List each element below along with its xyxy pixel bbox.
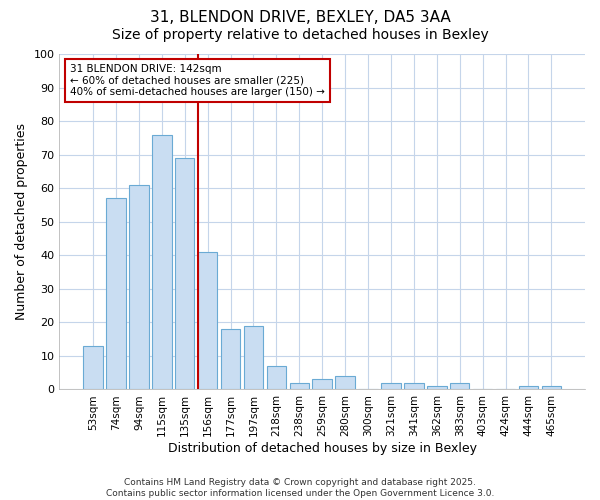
X-axis label: Distribution of detached houses by size in Bexley: Distribution of detached houses by size …	[168, 442, 477, 455]
Bar	[244, 326, 263, 390]
Bar	[335, 376, 355, 390]
Bar	[313, 380, 332, 390]
Text: 31 BLENDON DRIVE: 142sqm
← 60% of detached houses are smaller (225)
40% of semi-: 31 BLENDON DRIVE: 142sqm ← 60% of detach…	[70, 64, 325, 98]
Bar	[221, 329, 240, 390]
Text: Size of property relative to detached houses in Bexley: Size of property relative to detached ho…	[112, 28, 488, 42]
Bar	[152, 134, 172, 390]
Text: Contains HM Land Registry data © Crown copyright and database right 2025.
Contai: Contains HM Land Registry data © Crown c…	[106, 478, 494, 498]
Bar	[450, 382, 469, 390]
Bar	[381, 382, 401, 390]
Bar	[427, 386, 446, 390]
Bar	[542, 386, 561, 390]
Bar	[106, 198, 126, 390]
Text: 31, BLENDON DRIVE, BEXLEY, DA5 3AA: 31, BLENDON DRIVE, BEXLEY, DA5 3AA	[149, 10, 451, 25]
Bar	[290, 382, 309, 390]
Bar	[83, 346, 103, 390]
Bar	[404, 382, 424, 390]
Bar	[175, 158, 194, 390]
Y-axis label: Number of detached properties: Number of detached properties	[15, 123, 28, 320]
Bar	[519, 386, 538, 390]
Bar	[266, 366, 286, 390]
Bar	[198, 252, 217, 390]
Bar	[129, 185, 149, 390]
